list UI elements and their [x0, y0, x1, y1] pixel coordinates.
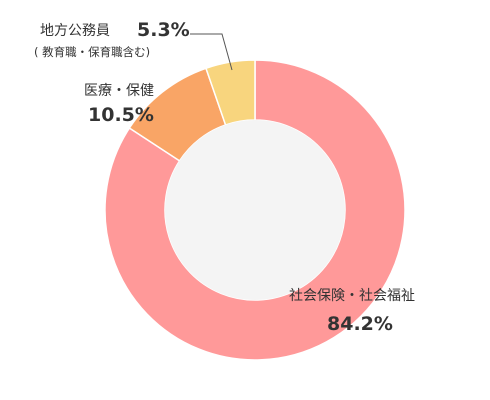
slice-label-local-civil-servants: 地方公務員: [40, 23, 110, 39]
slice-value-medical-health: 10.5%: [88, 104, 154, 126]
leader-line-local-civil-servants: [190, 33, 233, 71]
donut-hole: [165, 120, 345, 300]
slice-label-social-insurance-welfare: 社会保険・社会福祉: [289, 288, 415, 304]
slices-layer: [104, 59, 406, 361]
slice-label-medical-health: 医療・保健: [84, 82, 154, 99]
slice-sublabel-local-civil-servants: ( 教育職・保育職含む): [34, 45, 150, 59]
slice-value-local-civil-servants: 5.3%: [137, 19, 190, 41]
slice-value-social-insurance-welfare: 84.2%: [327, 313, 393, 335]
